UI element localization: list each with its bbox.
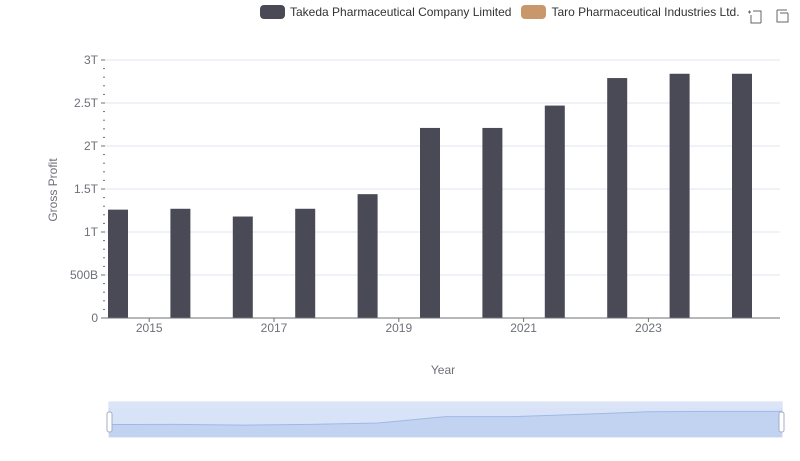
zoom-handle-right xyxy=(778,411,785,433)
zoom-handle-left xyxy=(106,411,113,433)
x-axis-title: Year xyxy=(431,363,455,377)
restore-icon[interactable] xyxy=(774,8,790,24)
bar-takeda-2021 xyxy=(544,105,565,318)
zoom-preview-line xyxy=(108,410,782,426)
bar-series xyxy=(108,73,754,318)
y-tick-label: 500B xyxy=(70,268,98,282)
y-axis: 0 500B 1T 1.5T 2T 2.5T 3T xyxy=(70,53,105,325)
x-tick-label: 2021 xyxy=(510,321,537,335)
grid-lines xyxy=(105,59,780,276)
y-tick-label: 2T xyxy=(84,139,99,153)
x-tick-label: 2015 xyxy=(136,321,163,335)
legend-item-taro[interactable]: Taro Pharmaceutical Industries Ltd. xyxy=(521,5,740,19)
bar-takeda-2020 xyxy=(482,127,503,318)
legend-swatch-taro xyxy=(521,5,547,19)
bar-takeda-2023 xyxy=(669,73,690,318)
zoom-selection xyxy=(109,408,782,437)
y-tick-label: 1T xyxy=(84,225,99,239)
bar-takeda-2024 xyxy=(732,73,752,318)
legend-label-taro: Taro Pharmaceutical Industries Ltd. xyxy=(551,5,740,19)
bar-takeda-2015 xyxy=(170,208,191,318)
zoom-move-bar xyxy=(109,402,782,408)
bar-takeda-2016 xyxy=(232,216,253,318)
y-tick-label: 3T xyxy=(84,53,99,67)
bar-takeda-2018 xyxy=(357,194,378,318)
y-tick-label: 2.5T xyxy=(74,96,99,110)
bar-takeda-2014 xyxy=(108,209,128,318)
bar-takeda-2019 xyxy=(420,127,440,318)
legend-label-takeda: Takeda Pharmaceutical Company Limited xyxy=(290,5,512,19)
bar-takeda-2022 xyxy=(607,78,628,318)
y-tick-label: 0 xyxy=(91,311,98,325)
legend-swatch-takeda xyxy=(260,5,285,19)
zoom-icon[interactable] xyxy=(747,8,763,24)
x-tick-label: 2019 xyxy=(385,321,412,335)
y-tick-label: 1.5T xyxy=(74,182,99,196)
x-tick-label: 2023 xyxy=(635,321,662,335)
legend-item-takeda[interactable]: Takeda Pharmaceutical Company Limited xyxy=(260,5,511,19)
bar-takeda-2017 xyxy=(295,208,316,318)
x-tick-label: 2017 xyxy=(261,321,288,335)
x-axis: 2015 2017 2019 2021 2023 xyxy=(105,317,780,335)
data-zoom-slider[interactable] xyxy=(106,401,785,438)
y-axis-title: Gross Profit xyxy=(46,158,60,222)
zoom-preview-area xyxy=(109,411,782,437)
legend: Takeda Pharmaceutical Company Limited Ta… xyxy=(260,3,750,21)
